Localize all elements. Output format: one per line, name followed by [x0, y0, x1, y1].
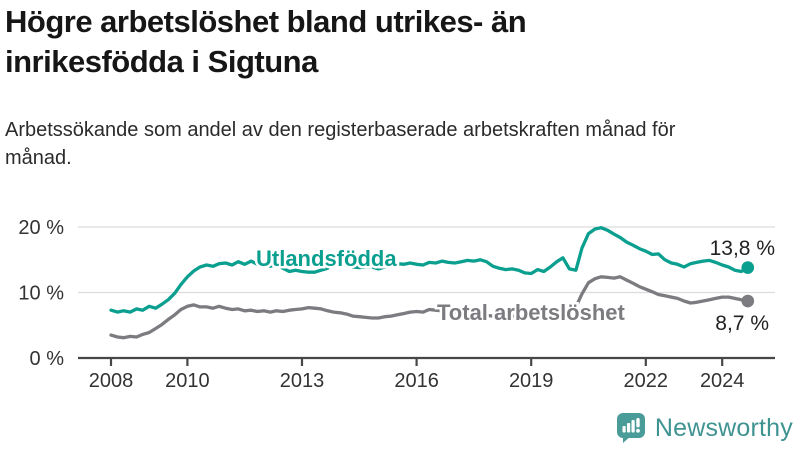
series-label: Total arbetslöshet	[437, 300, 626, 325]
newsworthy-attribution: Newsworthy	[616, 412, 793, 444]
end-value-label: 13,8 %	[710, 237, 775, 260]
brand-wordmark: Newsworthy	[654, 413, 793, 442]
x-axis-tick-label: 2013	[280, 370, 325, 392]
y-axis-tick-label: 0 %	[30, 348, 65, 370]
series-end-dot	[741, 261, 755, 274]
end-value-label: 8,7 %	[715, 312, 769, 335]
y-axis-tick-label: 20 %	[18, 217, 64, 239]
series-label: Utlandsfödda	[256, 246, 397, 271]
x-axis-tick-label: 2022	[624, 370, 669, 392]
series-line-utlandsfodda	[109, 226, 750, 314]
x-axis-tick-label: 2010	[165, 370, 210, 392]
series-line-total	[109, 275, 750, 340]
x-axis-tick-label: 2019	[509, 370, 554, 392]
x-axis-tick-label: 2008	[89, 370, 134, 392]
page-title: Högre arbetslöshet bland utrikes- än inr…	[5, 4, 527, 79]
newsworthy-logo-icon	[616, 413, 645, 443]
y-axis-tick-label: 10 %	[18, 283, 64, 305]
series-end-dot	[741, 294, 755, 308]
x-axis-tick-label: 2024	[700, 370, 745, 392]
x-axis-tick-label: 2016	[394, 370, 439, 392]
chart-subtitle: Arbetssökande som andel av den registerb…	[5, 119, 676, 170]
